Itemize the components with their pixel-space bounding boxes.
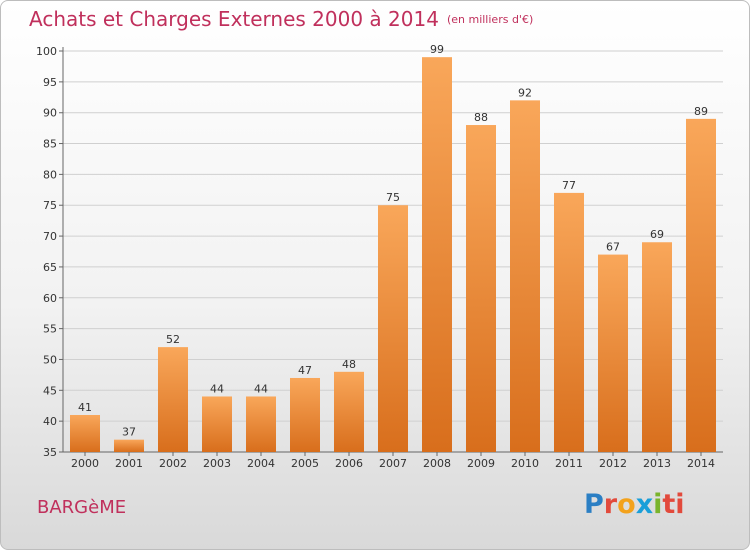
bar-2002 <box>158 347 188 452</box>
commune-name: BARGèME <box>37 497 127 518</box>
data-label: 99 <box>430 43 444 56</box>
x-tick-label: 2002 <box>159 457 187 470</box>
bar-2010 <box>510 100 540 452</box>
bar-2014 <box>686 118 716 452</box>
logo-letter: r <box>603 489 618 520</box>
y-tick-label: 95 <box>43 76 57 89</box>
data-label: 92 <box>518 86 532 99</box>
x-tick-label: 2003 <box>203 457 231 470</box>
bar-2004 <box>246 396 276 452</box>
x-tick-label: 2014 <box>687 457 715 470</box>
x-tick-label: 2001 <box>115 457 143 470</box>
data-label: 48 <box>342 358 356 371</box>
logo-letter: o <box>617 489 636 520</box>
bars <box>70 57 716 453</box>
labels: 35 40 45 50 55 60 65 70 75 80 85 90 95 100 41 2000 37 200… <box>36 43 715 470</box>
bar-2005 <box>290 377 320 452</box>
chart-title: Achats et Charges Externes 2000 à 2014 (e… <box>29 7 533 31</box>
y-tick-label: 35 <box>43 446 57 459</box>
logo-letter: ti <box>662 489 685 520</box>
data-label: 77 <box>562 179 576 192</box>
bar-2011 <box>554 192 584 452</box>
bar-2012 <box>598 254 628 452</box>
data-label: 41 <box>78 401 92 414</box>
data-label: 67 <box>606 241 620 254</box>
y-tick-label: 50 <box>43 353 57 366</box>
x-tick-label: 2011 <box>555 457 583 470</box>
x-tick-label: 2013 <box>643 457 671 470</box>
y-tick-label: 85 <box>43 138 57 151</box>
x-tick-label: 2012 <box>599 457 627 470</box>
y-tick-label: 75 <box>43 199 57 212</box>
x-tick-label: 2008 <box>423 457 451 470</box>
bar-2013 <box>642 242 672 452</box>
data-label: 47 <box>298 364 312 377</box>
x-tick-label: 2010 <box>511 457 539 470</box>
y-tick-label: 100 <box>36 45 57 58</box>
y-tick-label: 65 <box>43 261 57 274</box>
bar-2008 <box>422 57 452 453</box>
x-tick-label: 2009 <box>467 457 495 470</box>
chart-unit: (en milliers d'€) <box>446 13 534 26</box>
proxiti-logo: Proxiti <box>584 489 685 520</box>
bar-2007 <box>378 205 408 452</box>
chart-title-text: Achats et Charges Externes 2000 à 2014 <box>29 7 439 31</box>
y-tick-label: 40 <box>43 415 57 428</box>
x-tick-label: 2000 <box>71 457 99 470</box>
data-label: 89 <box>694 105 708 118</box>
x-tick-label: 2005 <box>291 457 319 470</box>
bar-2001 <box>114 439 144 452</box>
bar-2003 <box>202 396 232 452</box>
y-tick-label: 90 <box>43 107 57 120</box>
data-label: 75 <box>386 191 400 204</box>
data-label: 44 <box>210 382 224 395</box>
bar-2006 <box>334 371 364 452</box>
data-label: 88 <box>474 111 488 124</box>
y-tick-label: 70 <box>43 230 57 243</box>
data-label: 37 <box>122 426 136 439</box>
x-tick-label: 2004 <box>247 457 275 470</box>
logo-letter: i <box>653 489 663 520</box>
data-label: 69 <box>650 228 664 241</box>
data-label: 44 <box>254 382 268 395</box>
logo-letter: x <box>635 489 654 520</box>
x-tick-label: 2006 <box>335 457 363 470</box>
x-tick-label: 2007 <box>379 457 407 470</box>
logo-letter: P <box>584 489 604 520</box>
bar-2000 <box>70 414 100 452</box>
data-label: 52 <box>166 333 180 346</box>
y-tick-label: 60 <box>43 292 57 305</box>
y-tick-label: 55 <box>43 323 57 336</box>
y-tick-label: 80 <box>43 168 57 181</box>
y-tick-label: 45 <box>43 384 57 397</box>
bar-2009 <box>466 125 496 453</box>
